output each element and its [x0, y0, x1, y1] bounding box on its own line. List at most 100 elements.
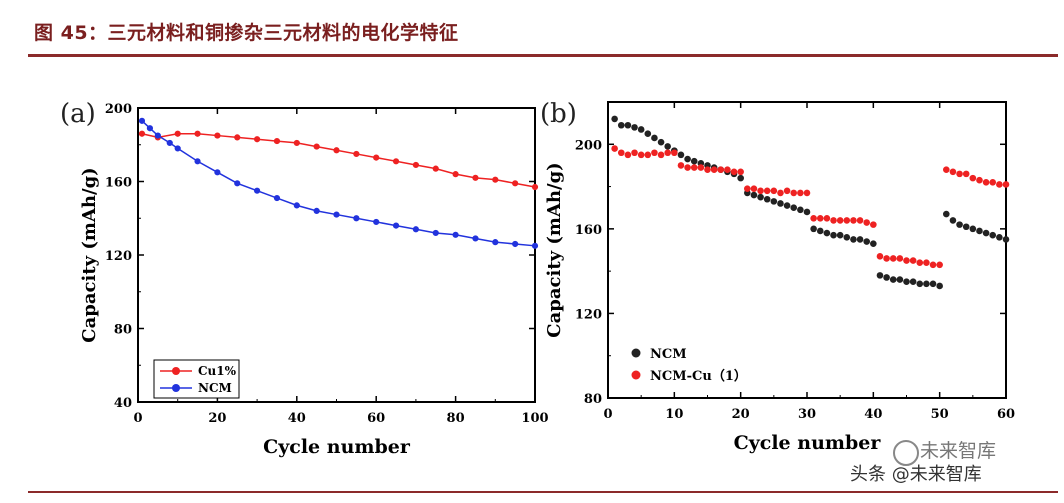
- data-point: [138, 130, 146, 137]
- data-point: [896, 276, 904, 283]
- legend-label: NCM-Cu（1）: [650, 368, 747, 384]
- data-point: [750, 191, 758, 199]
- y-tick-label: 200: [575, 138, 602, 153]
- legend-marker: [631, 370, 641, 380]
- data-point: [969, 225, 977, 233]
- legend-box: [153, 359, 240, 399]
- data-point: [770, 187, 778, 195]
- data-point: [671, 149, 678, 157]
- y-tick-label: 120: [575, 307, 602, 322]
- x-tick-label: 30: [798, 407, 816, 422]
- data-point: [843, 217, 851, 224]
- data-point: [690, 157, 698, 165]
- data-point: [916, 280, 924, 288]
- data-point: [657, 151, 665, 159]
- data-point: [929, 280, 937, 288]
- data-point: [611, 115, 618, 123]
- y-tick-label: 160: [105, 176, 132, 191]
- data-point: [909, 278, 917, 286]
- data-point: [870, 221, 877, 228]
- data-point: [644, 151, 652, 159]
- data-point: [816, 214, 824, 222]
- data-point: [843, 234, 851, 241]
- legend-marker: [631, 348, 641, 358]
- data-point: [174, 145, 181, 152]
- data-point: [730, 168, 738, 176]
- y-tick-label: 40: [114, 396, 132, 411]
- data-point: [214, 169, 221, 176]
- data-point: [763, 187, 771, 195]
- data-point: [664, 143, 671, 150]
- data-point: [982, 229, 990, 237]
- data-point: [996, 234, 1003, 241]
- logo-text: 未来智库: [920, 440, 997, 462]
- data-point: [617, 149, 625, 157]
- top-divider: [28, 54, 1058, 57]
- data-point: [737, 168, 744, 176]
- data-point: [949, 217, 957, 224]
- series-ncm: [611, 115, 1010, 290]
- data-point: [836, 217, 844, 224]
- legend-marker: [172, 367, 180, 375]
- legend: NCM NCM-Cu（1）: [631, 347, 747, 384]
- data-point: [373, 218, 380, 226]
- data-point: [976, 227, 983, 235]
- data-point: [956, 170, 963, 178]
- data-point: [830, 217, 837, 224]
- data-point: [313, 207, 320, 214]
- data-point: [750, 185, 758, 192]
- data-point: [943, 166, 950, 173]
- data-point: [856, 236, 864, 243]
- data-point: [783, 202, 791, 209]
- data-point: [929, 261, 937, 269]
- y-tick-label: 120: [105, 249, 132, 264]
- y-axis-label: Capacity (mAh/g): [544, 162, 565, 337]
- data-point: [631, 124, 638, 131]
- data-point: [889, 255, 897, 262]
- data-point: [254, 136, 261, 143]
- y-axis-label: Capacity (mAh/g): [79, 167, 100, 342]
- legend-marker: [172, 384, 180, 392]
- data-point: [512, 240, 519, 248]
- data-point: [704, 166, 711, 173]
- data-point: [710, 166, 718, 173]
- x-tick-label: 0: [603, 407, 612, 422]
- data-point: [651, 149, 658, 157]
- x-tick-label: 20: [208, 411, 226, 426]
- y-tick-label: 80: [114, 323, 132, 338]
- data-point: [644, 130, 652, 138]
- data-point: [313, 143, 320, 150]
- data-point: [949, 168, 957, 176]
- data-point: [823, 229, 831, 237]
- data-point: [790, 204, 798, 212]
- data-point: [836, 231, 844, 239]
- data-point: [816, 227, 824, 235]
- data-point: [166, 139, 173, 147]
- y-tick-label: 200: [105, 102, 132, 117]
- data-point: [677, 162, 685, 169]
- data-point: [492, 176, 499, 183]
- y-tick-label: 160: [575, 223, 602, 238]
- series-ncm: [138, 117, 539, 249]
- chart-panel-b: (b) 0 10 20 30 40 50 60 80 120 160 200 Cycle number C…: [540, 99, 1015, 454]
- data-point: [293, 202, 300, 209]
- data-point: [432, 165, 439, 172]
- data-point: [651, 134, 658, 142]
- data-point: [757, 187, 764, 195]
- data-point: [883, 255, 890, 262]
- data-point: [492, 239, 499, 246]
- data-point: [611, 145, 618, 152]
- data-point: [1002, 181, 1010, 188]
- chart-panel-a: (a) 0 20 40 60 80 100 40 80 120 160 200 Cycle number…: [60, 99, 549, 458]
- data-point: [637, 126, 645, 133]
- data-point: [969, 174, 977, 182]
- data-point: [777, 200, 784, 207]
- data-point: [850, 236, 857, 243]
- data-point: [432, 229, 439, 237]
- data-point: [273, 194, 281, 202]
- data-point: [353, 215, 360, 222]
- x-tick-label: 50: [931, 407, 949, 422]
- data-point: [333, 211, 340, 218]
- data-point: [870, 240, 877, 247]
- data-point: [936, 282, 943, 290]
